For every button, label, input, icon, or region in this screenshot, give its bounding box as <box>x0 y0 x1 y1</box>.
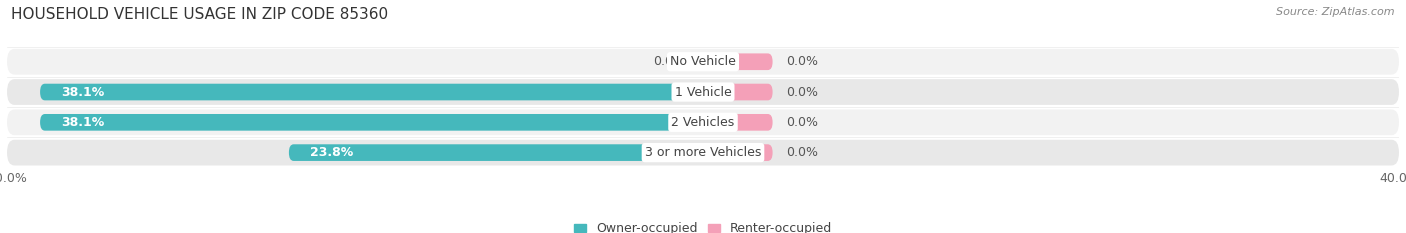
Text: 2 Vehicles: 2 Vehicles <box>672 116 734 129</box>
FancyBboxPatch shape <box>703 144 773 161</box>
FancyBboxPatch shape <box>7 79 1399 105</box>
FancyBboxPatch shape <box>7 110 1399 135</box>
Text: 3 or more Vehicles: 3 or more Vehicles <box>645 146 761 159</box>
Text: HOUSEHOLD VEHICLE USAGE IN ZIP CODE 85360: HOUSEHOLD VEHICLE USAGE IN ZIP CODE 8536… <box>11 7 388 22</box>
FancyBboxPatch shape <box>703 84 773 100</box>
Text: 1 Vehicle: 1 Vehicle <box>675 86 731 99</box>
Text: 0.0%: 0.0% <box>786 146 818 159</box>
Text: 23.8%: 23.8% <box>309 146 353 159</box>
Text: 0.0%: 0.0% <box>786 116 818 129</box>
Text: 0.0%: 0.0% <box>654 55 686 68</box>
FancyBboxPatch shape <box>41 84 703 100</box>
FancyBboxPatch shape <box>288 144 703 161</box>
Legend: Owner-occupied, Renter-occupied: Owner-occupied, Renter-occupied <box>568 217 838 233</box>
FancyBboxPatch shape <box>7 140 1399 165</box>
Text: Source: ZipAtlas.com: Source: ZipAtlas.com <box>1277 7 1395 17</box>
Text: No Vehicle: No Vehicle <box>671 55 735 68</box>
FancyBboxPatch shape <box>703 53 773 70</box>
FancyBboxPatch shape <box>7 49 1399 75</box>
Text: 0.0%: 0.0% <box>786 86 818 99</box>
FancyBboxPatch shape <box>41 114 703 131</box>
Text: 38.1%: 38.1% <box>60 116 104 129</box>
FancyBboxPatch shape <box>703 114 773 131</box>
Text: 0.0%: 0.0% <box>786 55 818 68</box>
Text: 38.1%: 38.1% <box>60 86 104 99</box>
